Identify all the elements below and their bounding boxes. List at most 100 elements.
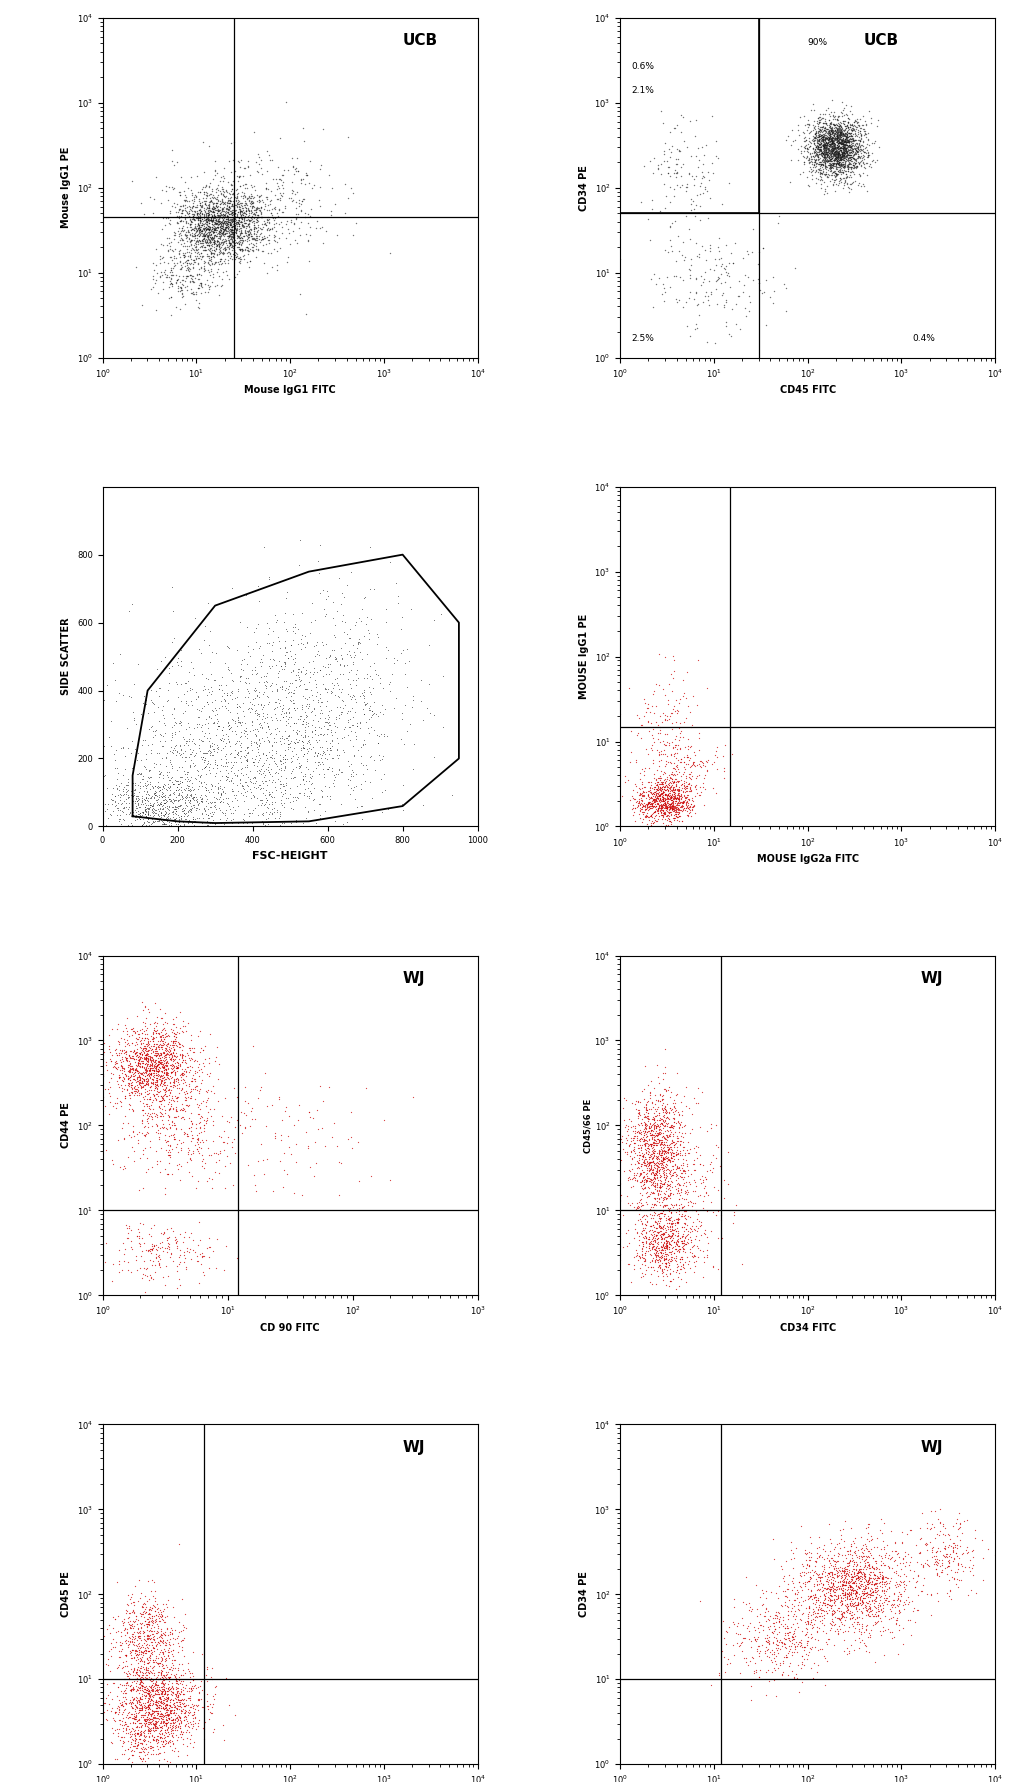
Point <box>656 793 672 822</box>
Point <box>635 781 652 809</box>
Point <box>661 793 677 822</box>
Point <box>156 1723 172 1752</box>
Point <box>294 741 311 770</box>
Point <box>140 1625 156 1654</box>
Point <box>273 656 289 684</box>
Point <box>150 1051 166 1080</box>
Point <box>934 1547 950 1575</box>
Point <box>673 789 689 818</box>
Point <box>156 998 172 1026</box>
Point <box>266 729 282 757</box>
Point <box>622 1190 638 1219</box>
Point <box>112 1057 128 1085</box>
Point <box>835 118 852 146</box>
Point <box>833 127 850 155</box>
Point <box>380 795 396 823</box>
Point <box>636 1126 653 1155</box>
Point <box>783 130 799 159</box>
Point <box>297 684 313 713</box>
Point <box>810 123 826 151</box>
Point <box>225 777 241 805</box>
Point <box>833 98 850 127</box>
Point <box>156 1661 172 1689</box>
Point <box>841 1561 858 1590</box>
Point <box>658 1253 674 1281</box>
Point <box>169 793 186 822</box>
Point <box>298 1117 314 1146</box>
Point <box>239 223 255 251</box>
Point <box>141 1105 157 1133</box>
Point <box>128 1602 145 1631</box>
Point <box>175 802 192 830</box>
Point <box>144 1076 160 1105</box>
Point <box>831 155 847 184</box>
Point <box>234 192 250 221</box>
Point <box>830 134 846 162</box>
Point <box>661 1146 677 1174</box>
Point <box>642 1160 659 1189</box>
Point <box>204 180 221 208</box>
Point <box>188 280 204 308</box>
Point <box>222 187 238 216</box>
Point <box>716 1165 733 1194</box>
Point <box>812 109 828 137</box>
Point <box>225 225 241 253</box>
Point <box>670 1217 686 1246</box>
Point <box>822 118 838 146</box>
Point <box>133 1053 150 1082</box>
Point <box>242 764 259 793</box>
Point <box>665 1210 681 1238</box>
Point <box>171 178 188 207</box>
Point <box>232 723 248 752</box>
Point <box>831 132 847 160</box>
Point <box>148 777 164 805</box>
Point <box>820 1586 836 1614</box>
Point <box>670 1208 686 1237</box>
Point <box>657 775 673 804</box>
Point <box>179 1091 195 1119</box>
Point <box>238 196 254 225</box>
Point <box>653 1221 669 1249</box>
Point <box>912 1538 929 1566</box>
Point <box>162 1675 179 1704</box>
Point <box>328 736 345 764</box>
Point <box>855 159 871 187</box>
Point <box>640 791 657 820</box>
Point <box>223 176 239 205</box>
Point <box>645 1210 662 1238</box>
Point <box>618 1085 634 1114</box>
Point <box>199 241 215 269</box>
Point <box>793 1513 810 1541</box>
Point <box>153 1716 169 1745</box>
Point <box>198 1076 214 1105</box>
Point <box>864 1611 880 1639</box>
Point <box>206 235 223 264</box>
Point <box>647 791 664 820</box>
Point <box>203 203 220 232</box>
Point <box>136 1636 153 1664</box>
Point <box>131 1670 148 1698</box>
Point <box>122 1638 139 1666</box>
Point <box>145 1702 161 1730</box>
Point <box>846 110 863 139</box>
Point <box>717 258 734 287</box>
Point <box>224 208 240 237</box>
Point <box>124 1688 141 1716</box>
Point <box>668 784 684 813</box>
Point <box>134 1135 151 1164</box>
Point <box>659 795 675 823</box>
Point <box>244 189 261 217</box>
Point <box>135 1046 152 1075</box>
Point <box>135 1064 152 1092</box>
Point <box>668 1139 684 1167</box>
Point <box>653 1108 669 1137</box>
Point <box>232 196 248 225</box>
Point <box>844 137 861 166</box>
Point <box>146 1661 162 1689</box>
Point <box>200 216 216 244</box>
Point <box>139 1041 155 1069</box>
Point <box>832 157 849 185</box>
Point <box>653 789 669 818</box>
Point <box>323 722 340 750</box>
Point <box>677 1224 694 1253</box>
